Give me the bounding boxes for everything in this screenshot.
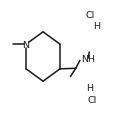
Text: N: N	[23, 40, 30, 49]
Text: Cl: Cl	[86, 11, 95, 20]
Text: NH: NH	[81, 54, 95, 63]
Text: Cl: Cl	[87, 95, 96, 104]
Text: H: H	[93, 21, 100, 30]
Text: H: H	[86, 84, 93, 93]
